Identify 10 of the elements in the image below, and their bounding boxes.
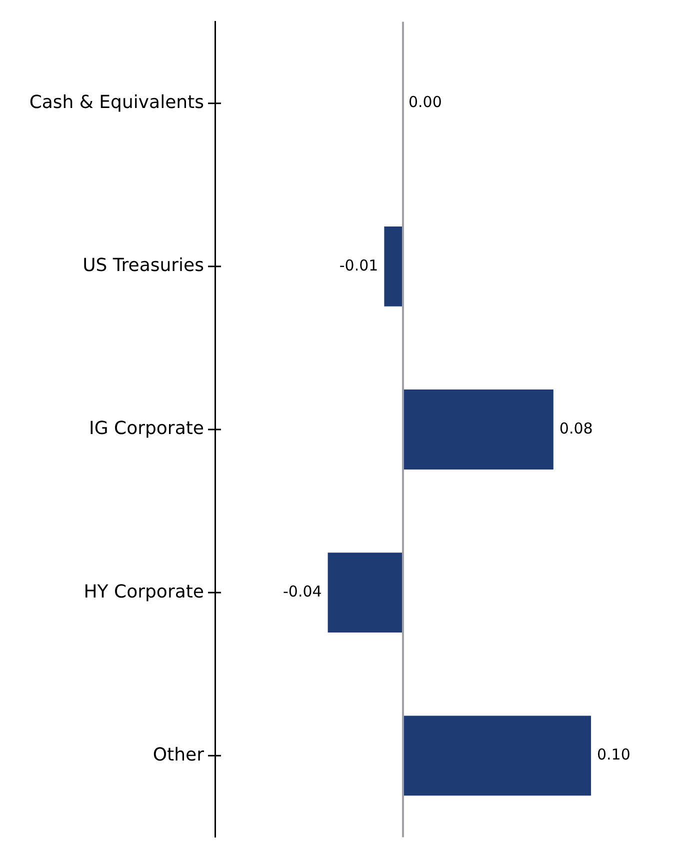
y-tick-label: IG Corporate (89, 418, 204, 440)
data-label: -0.01 (339, 256, 378, 274)
data-label: -0.04 (282, 582, 322, 600)
y-tick-label: Cash & Equivalents (29, 92, 204, 114)
y-tick-label: Other (152, 744, 205, 766)
data-label: 0.08 (559, 419, 593, 438)
y-tick-label: HY Corporate (84, 581, 204, 602)
data-label: 0.00 (408, 93, 442, 112)
y-tick-label: US Treasuries (82, 255, 204, 276)
data-label: 0.10 (597, 746, 630, 764)
